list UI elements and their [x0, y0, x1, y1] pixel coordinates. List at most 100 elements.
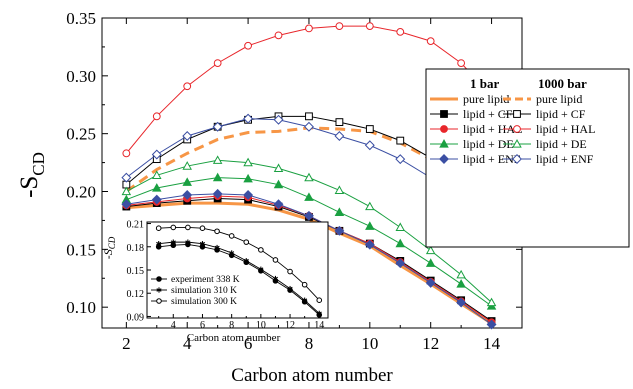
legend-swatch-marker — [513, 110, 521, 118]
inset-data-point-stroke — [214, 245, 220, 250]
legend-swatch-marker — [439, 154, 449, 164]
inset-data-point — [302, 297, 308, 303]
inset-data-point — [170, 224, 177, 231]
legend-entry-lipid-enf-1-bar: lipid + ENF — [430, 152, 521, 166]
legend-label: lipid + HAL — [463, 122, 522, 136]
data-point — [274, 31, 283, 40]
inset-data-point — [258, 266, 264, 272]
x-axis-label: Carbon atom number — [231, 365, 393, 386]
x-tick-label: 2 — [122, 334, 131, 353]
inset-series-simulation-300-k — [155, 224, 323, 303]
data-point — [334, 207, 345, 216]
inset-data-point — [301, 281, 308, 288]
data-point — [365, 201, 375, 211]
data-point — [152, 112, 161, 121]
legend-label: lipid + ENF — [463, 152, 521, 166]
x-tick-label: 4 — [183, 334, 192, 353]
data-point — [335, 118, 344, 127]
data-point — [243, 157, 253, 167]
inset-legend-entry-simulation-300-k: simulation 300 K — [151, 297, 237, 307]
inset-data-point — [199, 241, 206, 247]
data-point — [365, 221, 375, 230]
inset-y-axis-label-main: -S — [101, 249, 115, 259]
data-point — [395, 222, 406, 231]
inset-legend-label: experiment 338 K — [171, 275, 240, 285]
legend-entry-lipid-enf-1000-bar: lipid + ENF — [503, 152, 594, 166]
legend-entry-lipid-de-1000-bar: lipid + DE — [503, 137, 587, 151]
data-point — [426, 37, 435, 46]
data-point — [425, 258, 436, 267]
inset-x-tick-label: 12 — [285, 320, 295, 331]
legend-label: lipid + HAL — [536, 122, 595, 136]
legend-entry-pure-lipid-1-bar: pure lipid — [430, 92, 509, 106]
data-point — [121, 172, 132, 183]
inset-legend-entry-experiment-338-k: experiment 338 K — [151, 275, 240, 285]
inset-data-point — [214, 228, 220, 235]
series-lipid-enf-1-bar — [121, 188, 497, 330]
data-point — [182, 131, 193, 141]
data-point — [273, 114, 284, 125]
inset-data-point-stroke — [229, 251, 235, 255]
data-point — [152, 170, 162, 179]
data-point — [182, 161, 192, 170]
inset-x-tick-label: 10 — [256, 320, 266, 331]
data-point — [303, 121, 314, 132]
data-point — [244, 41, 252, 50]
y-tick-label: 0.35 — [66, 9, 96, 28]
inset-x-tick-label: 14 — [314, 320, 324, 331]
data-point — [364, 239, 375, 250]
data-point — [303, 210, 314, 221]
data-point — [365, 22, 374, 30]
data-point — [182, 177, 192, 186]
data-point — [273, 199, 284, 210]
inset-data-point — [155, 225, 162, 231]
inset-legend-swatch-marker — [156, 298, 162, 304]
data-point — [305, 112, 313, 121]
inset-data-point — [243, 258, 249, 264]
inset-data-point-stroke — [287, 286, 293, 291]
inset-data-point — [228, 233, 235, 239]
data-point — [396, 27, 405, 36]
legend-label: lipid + DE — [463, 137, 514, 151]
y-tick-label: 0.15 — [66, 240, 96, 259]
inset-data-point — [316, 310, 322, 316]
legend-entry-lipid-cf-1-bar: lipid + CF — [430, 107, 513, 121]
x-tick-label: 12 — [422, 334, 439, 353]
legend-label: lipid + CF — [463, 107, 513, 121]
data-point — [212, 155, 223, 164]
x-tick-label: 10 — [361, 334, 378, 353]
data-point — [243, 190, 254, 200]
data-point — [152, 183, 162, 192]
legend-label: pure lipid — [536, 92, 582, 106]
data-point — [456, 297, 467, 308]
inset-data-point — [229, 250, 235, 256]
inset-legend-entry-simulation-310-k: simulation 310 K — [151, 286, 237, 296]
data-point — [456, 279, 466, 288]
legend-swatch-marker — [512, 154, 522, 164]
inset-legend-label: simulation 300 K — [171, 297, 237, 307]
main-plot: 2 4 6 8 10 12 140.100.150.200.250.300.35Carbon… — [16, 9, 523, 386]
inset-data-point-stroke — [316, 311, 322, 316]
inset-data-point — [272, 275, 279, 282]
data-point — [456, 269, 466, 279]
legend-entry-pure-lipid-1000-bar: pure lipid — [503, 92, 582, 106]
y-tick-label: 0.10 — [66, 298, 96, 317]
inset-data-point — [287, 268, 293, 275]
inset-data-point — [185, 239, 191, 245]
data-point — [364, 140, 375, 151]
inset-data-point — [156, 241, 162, 247]
legend-label: pure lipid — [463, 92, 509, 106]
data-point — [334, 185, 345, 194]
inset-legend-label: simulation 310 K — [171, 286, 237, 296]
legend-entry-lipid-de-1-bar: lipid + DE — [430, 137, 514, 151]
inset-data-point-stroke — [199, 241, 206, 246]
inset-legend-swatch-marker — [156, 276, 162, 282]
inset-y-axis-label-sub: CD — [107, 236, 117, 249]
inset-legend-swatch-marker — [156, 287, 162, 293]
inset-y-tick-label: 0.09 — [127, 312, 145, 323]
inset-data-point-stroke — [302, 298, 308, 302]
inset-data-point — [258, 247, 264, 253]
inset-data-point-stroke — [170, 240, 176, 244]
legend-swatch-marker — [439, 139, 449, 148]
